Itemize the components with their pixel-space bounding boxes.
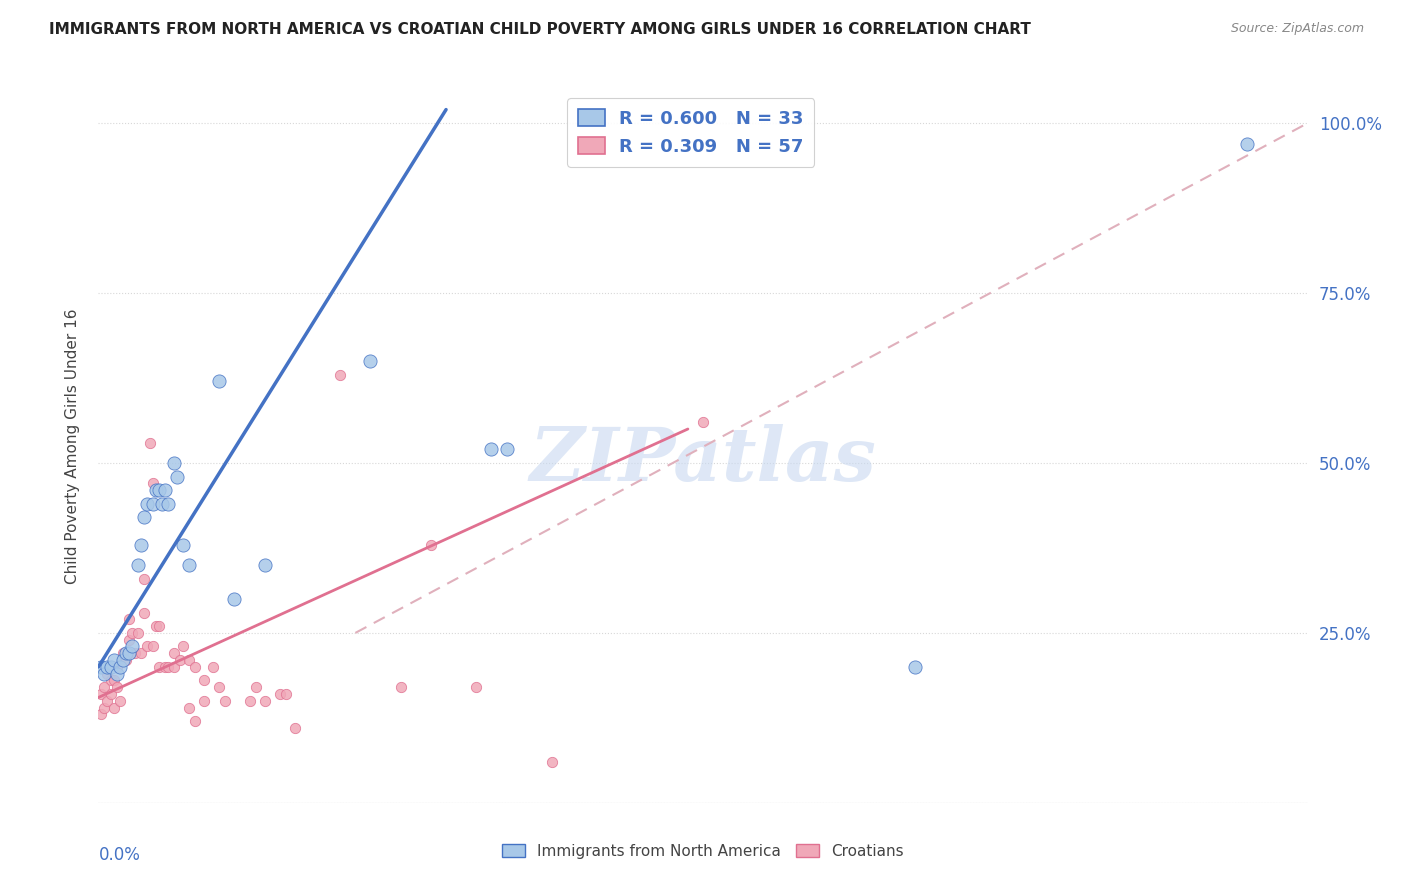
Point	[145, 483, 167, 498]
Point	[100, 660, 122, 674]
Point	[239, 694, 262, 708]
Point	[163, 646, 186, 660]
Point	[96, 660, 118, 674]
Point	[193, 694, 215, 708]
Point	[121, 626, 143, 640]
Point	[465, 680, 488, 694]
Point	[96, 694, 118, 708]
Point	[184, 714, 207, 729]
Point	[169, 653, 191, 667]
Point	[166, 469, 188, 483]
Point	[105, 666, 128, 681]
Point	[224, 591, 246, 606]
Point	[129, 537, 152, 551]
Point	[208, 680, 231, 694]
Point	[127, 626, 149, 640]
Point	[148, 483, 170, 498]
Point	[129, 646, 152, 660]
Point	[184, 660, 207, 674]
Point	[127, 558, 149, 572]
Point	[481, 442, 503, 457]
Text: ZIPatlas: ZIPatlas	[530, 424, 876, 497]
Point	[111, 646, 134, 660]
Point	[153, 483, 176, 498]
Point	[179, 558, 201, 572]
Point	[108, 694, 131, 708]
Point	[202, 660, 225, 674]
Point	[148, 660, 170, 674]
Point	[163, 456, 186, 470]
Point	[214, 694, 236, 708]
Point	[105, 680, 128, 694]
Point	[179, 700, 201, 714]
Point	[172, 640, 194, 654]
Point	[269, 687, 291, 701]
Point	[132, 606, 155, 620]
Point	[692, 415, 714, 429]
Point	[90, 660, 112, 674]
Point	[103, 673, 125, 688]
Point	[93, 666, 115, 681]
Point	[105, 660, 128, 674]
Point	[100, 687, 122, 701]
Point	[150, 497, 173, 511]
Point	[103, 653, 125, 667]
Point	[253, 558, 276, 572]
Point	[103, 700, 125, 714]
Point	[904, 660, 927, 674]
Point	[1236, 136, 1258, 151]
Point	[245, 680, 267, 694]
Point	[96, 666, 118, 681]
Point	[208, 375, 231, 389]
Point	[100, 673, 122, 688]
Point	[163, 660, 186, 674]
Text: Source: ZipAtlas.com: Source: ZipAtlas.com	[1230, 22, 1364, 36]
Point	[139, 435, 162, 450]
Point	[114, 653, 136, 667]
Point	[142, 497, 165, 511]
Text: 0.0%: 0.0%	[98, 846, 141, 863]
Point	[118, 612, 141, 626]
Point	[93, 680, 115, 694]
Point	[118, 646, 141, 660]
Point	[360, 354, 382, 368]
Point	[179, 653, 201, 667]
Point	[124, 646, 146, 660]
Point	[142, 640, 165, 654]
Point	[93, 700, 115, 714]
Point	[329, 368, 352, 382]
Point	[274, 687, 297, 701]
Point	[389, 680, 412, 694]
Point	[193, 673, 215, 688]
Point	[135, 497, 157, 511]
Point	[172, 537, 194, 551]
Point	[153, 660, 176, 674]
Point	[121, 640, 143, 654]
Point	[284, 721, 307, 735]
Point	[114, 646, 136, 660]
Point	[118, 632, 141, 647]
Point	[156, 497, 179, 511]
Point	[540, 755, 562, 769]
Point	[90, 687, 112, 701]
Point	[111, 653, 134, 667]
Point	[420, 537, 443, 551]
Point	[142, 476, 165, 491]
Point	[253, 694, 276, 708]
Point	[132, 510, 155, 524]
Point	[108, 660, 131, 674]
Point	[495, 442, 517, 457]
Y-axis label: Child Poverty Among Girls Under 16: Child Poverty Among Girls Under 16	[65, 309, 80, 583]
Point	[148, 619, 170, 633]
Legend: Immigrants from North America, Croatians: Immigrants from North America, Croatians	[495, 836, 911, 866]
Point	[156, 660, 179, 674]
Point	[90, 707, 112, 722]
Point	[132, 572, 155, 586]
Text: IMMIGRANTS FROM NORTH AMERICA VS CROATIAN CHILD POVERTY AMONG GIRLS UNDER 16 COR: IMMIGRANTS FROM NORTH AMERICA VS CROATIA…	[49, 22, 1031, 37]
Point	[135, 640, 157, 654]
Point	[145, 619, 167, 633]
